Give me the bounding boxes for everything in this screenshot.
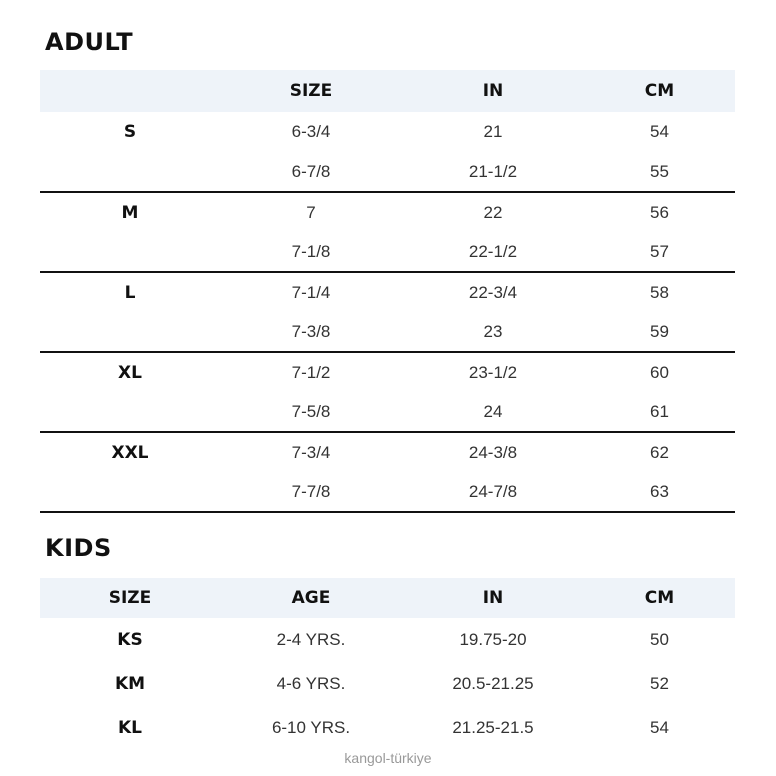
centimeters: 63 <box>584 472 735 513</box>
hat-size: 7 <box>306 202 316 222</box>
size-label: KM <box>114 674 146 694</box>
inches: 23 <box>402 312 584 353</box>
table-row: 6-7/8 21-1/2 55 <box>40 152 735 193</box>
centimeters: 58 <box>650 282 669 302</box>
table-row: 7-7/8 24-7/8 63 <box>40 472 735 513</box>
table-row: XXL 7-3/4 24-3/8 62 <box>40 432 735 472</box>
size-label: S <box>123 122 137 142</box>
centimeters: 60 <box>650 362 669 382</box>
inches: 19.75-20 <box>459 630 527 649</box>
inches: 21.25-21.5 <box>452 718 534 737</box>
size-label-empty <box>40 312 220 353</box>
kids-size-table: SIZE AGE IN CM KS 2-4 YRS. 19.75-20 50 KM 4-6… <box>40 578 735 750</box>
hat-size: 6-7/8 <box>220 152 402 193</box>
table-row: 7-3/8 23 59 <box>40 312 735 353</box>
inches: 20.5-21.25 <box>452 674 534 693</box>
size-label-empty <box>40 232 220 273</box>
table-row: KS 2-4 YRS. 19.75-20 50 <box>40 618 735 662</box>
kids-header-row: SIZE AGE IN CM <box>40 578 735 618</box>
table-row: KM 4-6 YRS. 20.5-21.25 52 <box>40 662 735 706</box>
centimeters: 56 <box>650 202 669 222</box>
hat-size: 7-1/8 <box>220 232 402 273</box>
hat-size: 7-1/2 <box>291 362 331 382</box>
table-row: XL 7-1/2 23-1/2 60 <box>40 352 735 392</box>
centimeters: 61 <box>584 392 735 433</box>
centimeters: 62 <box>650 442 669 462</box>
size-label: KS <box>117 630 143 650</box>
size-label: KL <box>117 718 142 738</box>
inches: 21-1/2 <box>402 152 584 193</box>
header-size: SIZE <box>220 70 402 112</box>
hat-size: 7-7/8 <box>220 472 402 513</box>
table-row: L 7-1/4 22-3/4 58 <box>40 272 735 312</box>
age: 2-4 YRS. <box>276 630 346 649</box>
table-row: S 6-3/4 21 54 <box>40 112 735 152</box>
size-label: XL <box>118 362 142 383</box>
hat-size: 7-3/4 <box>291 442 331 462</box>
header-cm: CM <box>584 578 735 618</box>
watermark: kangol-türkiye <box>344 750 432 766</box>
hat-size: 7-3/8 <box>220 312 402 353</box>
inches: 21 <box>483 122 503 141</box>
header-size: SIZE <box>40 578 220 618</box>
size-label: M <box>121 202 139 223</box>
age: 4-6 YRS. <box>276 674 346 693</box>
table-row: 7-5/8 24 61 <box>40 392 735 433</box>
size-label: XXL <box>111 442 149 463</box>
inches: 22-3/4 <box>468 282 518 302</box>
age: 6-10 YRS. <box>271 718 351 737</box>
inches: 24-7/8 <box>402 472 584 513</box>
centimeters: 55 <box>584 152 735 193</box>
hat-size: 6-3/4 <box>291 122 331 141</box>
size-label: L <box>124 282 136 303</box>
inches: 24 <box>402 392 584 433</box>
header-cm: CM <box>584 70 735 112</box>
centimeters: 52 <box>650 674 669 693</box>
adult-header-row: SIZE IN CM <box>40 70 735 112</box>
hat-size: 7-5/8 <box>220 392 402 433</box>
centimeters: 50 <box>650 630 669 649</box>
table-row: 7-1/8 22-1/2 57 <box>40 232 735 273</box>
table-row: KL 6-10 YRS. 21.25-21.5 54 <box>40 706 735 750</box>
header-in: IN <box>402 578 584 618</box>
inches: 22-1/2 <box>402 232 584 273</box>
header-blank <box>40 70 220 112</box>
centimeters: 59 <box>584 312 735 353</box>
inches: 22 <box>483 202 503 222</box>
header-age: AGE <box>220 578 402 618</box>
kids-title: KIDS <box>45 534 112 562</box>
centimeters: 57 <box>584 232 735 273</box>
adult-title: ADULT <box>45 28 134 56</box>
hat-size: 7-1/4 <box>291 282 331 302</box>
size-label-empty <box>40 152 220 193</box>
table-row: M 7 22 56 <box>40 192 735 232</box>
inches: 24-3/8 <box>468 442 518 462</box>
adult-size-table: SIZE IN CM S 6-3/4 21 54 6-7/8 21-1/2 55 M 7 22 56… <box>40 70 735 513</box>
size-label-empty <box>40 472 220 513</box>
size-label-empty <box>40 392 220 433</box>
centimeters: 54 <box>650 122 669 141</box>
centimeters: 54 <box>650 718 669 737</box>
inches: 23-1/2 <box>468 362 518 382</box>
header-in: IN <box>402 70 584 112</box>
